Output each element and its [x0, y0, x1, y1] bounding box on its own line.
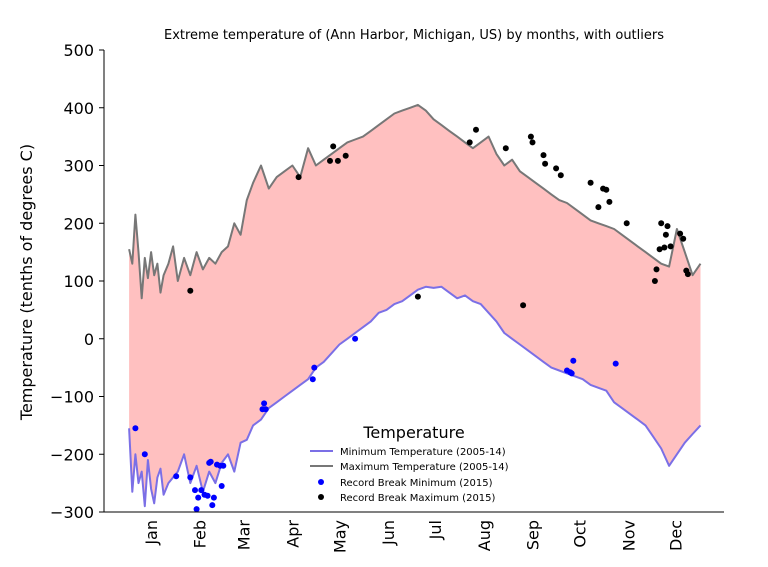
legend-record-min-label: Record Break Minimum (2015)	[340, 478, 493, 489]
record-min-point	[198, 487, 205, 494]
record-min-point	[195, 494, 202, 501]
record-max-point	[658, 220, 665, 227]
record-min-point	[209, 502, 216, 509]
record-max-point	[295, 174, 302, 181]
record-max-point	[664, 223, 671, 230]
x-tick-label: Jan	[142, 520, 161, 546]
chart-title: Extreme temperature of (Ann Harbor, Mich…	[164, 28, 664, 43]
record-min-point	[187, 474, 194, 481]
legend-record-max-label: Record Break Maximum (2015)	[340, 493, 496, 504]
legend-max-label: Maximum Temperature (2005-14)	[340, 462, 509, 473]
record-max-point	[502, 145, 509, 152]
legend-min-label: Minimum Temperature (2005-14)	[340, 447, 506, 458]
record-max-point	[603, 186, 610, 193]
x-tick-label: Apr	[283, 520, 302, 548]
record-max-point	[587, 179, 594, 186]
record-max-point	[656, 246, 663, 253]
record-max-point	[414, 293, 421, 300]
y-tick-label: 500	[63, 41, 94, 60]
record-min-point	[210, 494, 217, 501]
record-max-point	[651, 278, 658, 284]
record-min-point	[261, 400, 268, 407]
x-tick-label: Dec	[666, 520, 685, 551]
y-tick-label: −200	[50, 445, 94, 464]
x-tick-label: Feb	[191, 520, 210, 548]
record-max-point	[684, 271, 691, 278]
temperature-range-fill	[129, 104, 701, 507]
record-max-point	[529, 139, 536, 146]
record-min-point	[204, 492, 211, 499]
x-tick-label: Nov	[619, 520, 638, 551]
x-ticks: Jan Feb Mar Apr May Jun Jul Aug Sep Oct Nov Dec	[142, 520, 685, 554]
legend: Temperature Minimum Temperature (2005-14…	[310, 423, 509, 504]
record-max-point	[330, 143, 337, 150]
record-max-point	[606, 198, 613, 205]
record-min-point	[220, 462, 227, 469]
record-min-point	[262, 406, 269, 413]
record-min-point	[141, 451, 148, 458]
record-max-point	[542, 160, 549, 167]
record-max-point	[557, 172, 564, 179]
record-max-point	[623, 220, 630, 227]
y-tick-label: 200	[63, 214, 94, 233]
record-max-point	[677, 230, 684, 237]
record-max-point	[653, 266, 660, 273]
record-max-point	[661, 244, 668, 251]
x-tick-label: Mar	[235, 520, 254, 551]
x-tick-label: Jul	[426, 520, 445, 540]
record-max-point	[662, 231, 669, 238]
y-tick-label: −300	[50, 503, 94, 522]
record-min-point	[570, 357, 577, 364]
y-tick-label: 400	[63, 99, 94, 118]
record-min-point	[309, 376, 316, 383]
record-max-point	[342, 152, 349, 159]
plot-area	[128, 103, 702, 513]
record-max-point	[540, 152, 547, 159]
legend-title: Temperature	[362, 423, 464, 442]
record-min-point	[192, 487, 198, 494]
record-min-point	[207, 458, 214, 465]
legend-record-min-marker	[318, 479, 324, 485]
y-tick-label: 100	[63, 272, 94, 291]
record-min-point	[311, 364, 318, 371]
record-min-point	[132, 425, 139, 432]
record-min-point	[193, 506, 200, 513]
x-tick-label: Sep	[524, 520, 543, 550]
x-tick-label: Jun	[379, 520, 398, 546]
record-min-point	[568, 370, 575, 377]
y-axis-label: Temperature (tenths of degrees C)	[17, 144, 36, 421]
record-max-point	[595, 204, 602, 211]
x-tick-label: Aug	[475, 520, 494, 551]
y-tick-label: −100	[50, 388, 94, 407]
record-min-point	[218, 483, 225, 489]
record-max-point	[473, 126, 479, 133]
record-max-point	[334, 157, 341, 164]
record-max-point	[667, 243, 674, 250]
max-temperature-line	[128, 103, 702, 300]
x-tick-label: May	[330, 520, 349, 553]
y-tick-label: 300	[63, 157, 94, 176]
min-temperature-line	[128, 285, 702, 508]
record-min-point	[173, 473, 180, 480]
record-max-point	[466, 139, 473, 146]
record-max-point	[520, 302, 527, 309]
record-min-point	[352, 335, 359, 342]
legend-record-max-marker	[318, 494, 324, 500]
record-max-point	[187, 287, 194, 294]
record-max-point	[553, 165, 560, 172]
record-max-point	[680, 235, 687, 242]
record-max-point	[327, 157, 333, 164]
record-min-point	[612, 360, 619, 367]
record-max-point	[527, 133, 534, 140]
y-tick-label: 0	[84, 330, 94, 349]
y-ticks: 500 400 300 200 100 0 −100 −200 −300	[50, 41, 104, 522]
x-tick-label: Oct	[571, 520, 590, 548]
